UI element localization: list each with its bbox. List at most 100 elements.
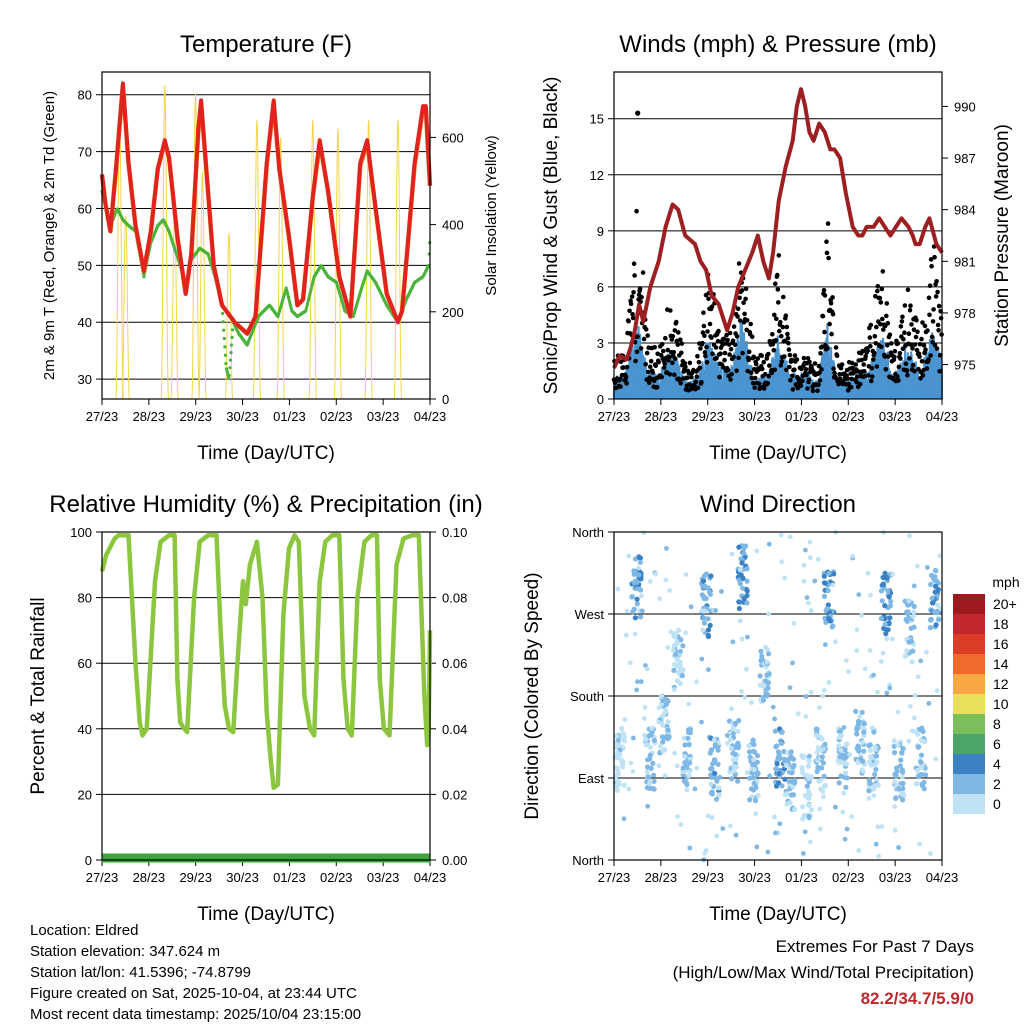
wind-direction-point bbox=[703, 596, 709, 602]
wind-direction-point bbox=[653, 571, 659, 577]
wind-direction-point bbox=[806, 600, 811, 606]
gust-point bbox=[652, 345, 657, 350]
wind-direction-point bbox=[894, 765, 900, 771]
wind-direction-point bbox=[904, 616, 910, 623]
gust-point bbox=[645, 369, 651, 375]
wind-direction-point bbox=[918, 658, 924, 664]
wind-direction-point bbox=[876, 853, 881, 859]
wind-direction-point bbox=[644, 666, 650, 672]
wind-direction-point bbox=[763, 678, 769, 684]
plot-frame bbox=[101, 531, 431, 861]
gust-point bbox=[932, 342, 938, 348]
gust-point bbox=[776, 253, 782, 258]
wind-direction-point bbox=[687, 760, 693, 766]
gust-point bbox=[729, 372, 734, 377]
wind-direction-point bbox=[645, 774, 651, 780]
y-tick-label: South bbox=[570, 689, 604, 704]
wind-direction-point bbox=[779, 783, 785, 789]
legend-swatch bbox=[953, 734, 985, 754]
x-tick-label: 28/23 bbox=[645, 409, 678, 424]
wind-direction-point bbox=[884, 636, 890, 642]
gust-point bbox=[694, 374, 700, 380]
gust-point bbox=[734, 334, 740, 339]
wind-direction-point bbox=[814, 749, 820, 755]
wind-direction-point bbox=[626, 786, 632, 792]
wind-direction-point bbox=[859, 612, 864, 618]
wind-direction-point bbox=[884, 690, 890, 696]
wind-direction-point bbox=[777, 821, 783, 827]
wind-direction-point bbox=[683, 630, 689, 636]
wind-direction-point bbox=[803, 714, 809, 719]
gust-point bbox=[820, 313, 826, 319]
wind-direction-point bbox=[925, 565, 930, 570]
gust-point bbox=[884, 301, 890, 306]
gust-point bbox=[629, 294, 635, 299]
wind-direction-point bbox=[855, 759, 861, 766]
x-axis-label: Time (Day/UTC) bbox=[197, 904, 335, 925]
wind-direction-point bbox=[618, 757, 625, 764]
wind-direction-point bbox=[732, 751, 738, 757]
gust-point bbox=[778, 363, 784, 368]
wind-direction-point bbox=[766, 541, 772, 547]
wind-direction-point bbox=[844, 826, 850, 832]
y-axis-label: Percent & Total Rainfall bbox=[28, 597, 49, 794]
gust-point bbox=[878, 300, 884, 305]
gust-point bbox=[633, 358, 638, 364]
wind-direction-point bbox=[918, 759, 924, 765]
wind-direction-point bbox=[866, 788, 872, 794]
wind-direction-point bbox=[914, 767, 921, 774]
wind-direction-point bbox=[934, 688, 940, 693]
y2-axis-label: Station Pressure (Maroon) bbox=[992, 124, 1013, 347]
wind-direction-point bbox=[783, 762, 789, 769]
wind-direction-point bbox=[892, 804, 898, 809]
wind-direction-point bbox=[713, 608, 718, 613]
gust-point bbox=[806, 377, 812, 383]
wind-direction-point bbox=[732, 720, 739, 727]
gust-point bbox=[901, 336, 906, 342]
x-axis-label: Time (Day/UTC) bbox=[197, 443, 335, 464]
y-tick-label: 80 bbox=[78, 591, 92, 606]
gust-point bbox=[678, 380, 684, 386]
gust-point bbox=[914, 347, 920, 353]
gust-point bbox=[634, 208, 639, 214]
gust-point bbox=[874, 324, 879, 330]
gust-point bbox=[736, 261, 742, 266]
x-tick-label: 28/23 bbox=[133, 870, 166, 885]
gust-point bbox=[830, 295, 835, 300]
wind-direction-point bbox=[882, 570, 888, 576]
wind-direction-point bbox=[879, 824, 885, 830]
gust-point bbox=[739, 288, 745, 293]
gust-point bbox=[730, 338, 736, 344]
wind-direction-point bbox=[650, 760, 656, 766]
wind-direction-point bbox=[733, 832, 739, 838]
wind-direction-point bbox=[773, 783, 780, 789]
gust-point bbox=[903, 361, 909, 367]
wind-direction-point bbox=[821, 773, 827, 779]
wind-direction-point bbox=[734, 764, 739, 770]
wind-direction-point bbox=[868, 592, 873, 598]
y-tick-label: 6 bbox=[597, 280, 604, 295]
gust-point bbox=[906, 331, 912, 337]
wind-direction-point bbox=[861, 729, 867, 735]
gust-point bbox=[884, 313, 889, 319]
wind-direction-point bbox=[686, 773, 692, 779]
gust-point bbox=[836, 381, 841, 387]
wind-direction-point bbox=[674, 656, 680, 663]
solar-spike bbox=[224, 233, 234, 400]
wind-direction-point bbox=[778, 532, 784, 538]
gust-point bbox=[896, 364, 902, 370]
gust-point bbox=[900, 314, 905, 320]
dewpoint-point bbox=[222, 336, 226, 341]
wind-direction-point bbox=[747, 754, 753, 760]
wind-direction-point bbox=[791, 762, 797, 769]
wind-direction-point bbox=[816, 734, 822, 739]
gust-point bbox=[780, 324, 786, 330]
x-tick-label: 04/23 bbox=[926, 409, 959, 424]
wind-direction-point bbox=[867, 747, 874, 754]
gust-point bbox=[905, 372, 910, 378]
y2-tick-label: 987 bbox=[954, 151, 976, 166]
y-tick-label: North bbox=[572, 853, 604, 868]
wind-direction-point bbox=[842, 836, 848, 842]
wind-direction-point bbox=[725, 733, 730, 738]
x-tick-label: 30/23 bbox=[226, 870, 259, 885]
